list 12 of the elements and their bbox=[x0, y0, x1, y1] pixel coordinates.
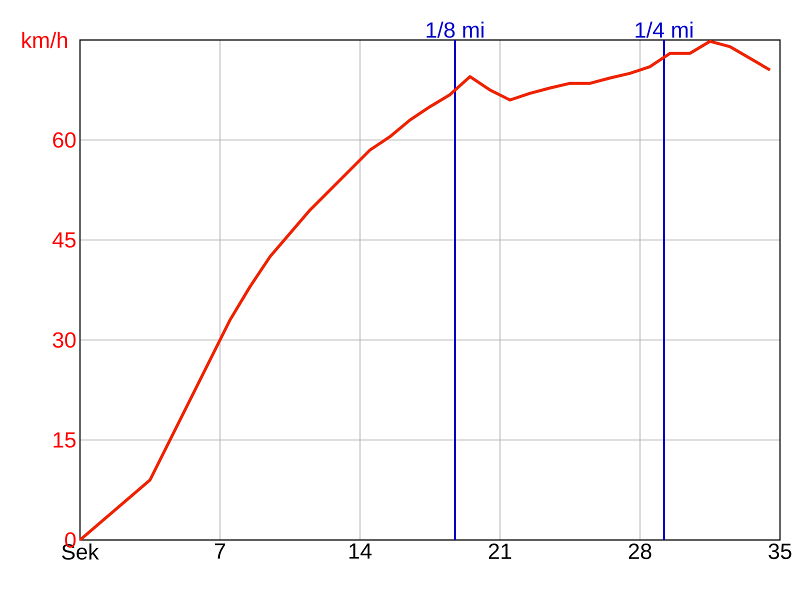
y-tick-label: 45 bbox=[52, 232, 76, 248]
x-tick-label: 14 bbox=[349, 544, 372, 559]
y-tick-label: 60 bbox=[53, 132, 76, 148]
y-axis-title: km/h bbox=[22, 32, 68, 48]
x-tick-label: 35 bbox=[768, 544, 792, 560]
y-tick-label: 15 bbox=[54, 432, 76, 448]
ref-line-label: 1/8 mi bbox=[426, 22, 484, 38]
x-tick-label: 28 bbox=[628, 544, 652, 560]
y-tick-label: 30 bbox=[52, 332, 76, 348]
x-tick-label: 7 bbox=[215, 544, 226, 559]
x-tick-label: 21 bbox=[488, 544, 512, 559]
ref-line-label: 1/4 mi bbox=[636, 22, 692, 38]
